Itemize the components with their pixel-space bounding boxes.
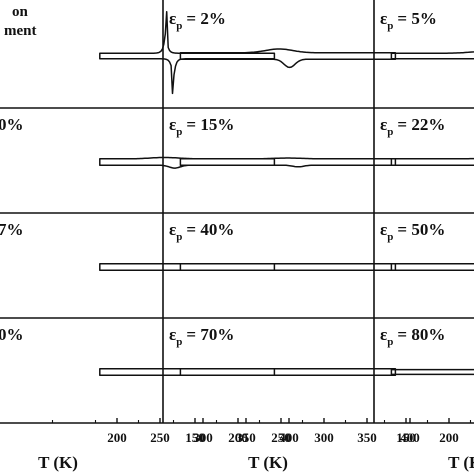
- x-axis-title: T (K): [448, 453, 474, 472]
- panel-label: 0%: [0, 115, 24, 134]
- panel-label: 7%: [0, 220, 24, 239]
- x-tick-label: 350: [236, 430, 256, 445]
- series-loop: [390, 368, 474, 376]
- panel-12: εp = 80%: [380, 325, 474, 376]
- panel-1: on ment: [4, 4, 276, 95]
- x-tick-label: 250: [271, 430, 291, 445]
- x-axis-title: T (K): [248, 453, 288, 472]
- x-tick-label: 200: [107, 430, 127, 445]
- series-loop: [179, 368, 397, 376]
- x-axis-title: T (K): [38, 453, 78, 472]
- panel-label: εp = 15%: [169, 115, 234, 138]
- x-tick-label: 250: [150, 430, 170, 445]
- x-tick-label: 400: [279, 430, 299, 445]
- panel-8: εp = 40%: [169, 220, 397, 271]
- panel-label: εp = 5%: [380, 9, 437, 32]
- panel-label-line: ment: [4, 23, 37, 39]
- x-tick-label: 300: [314, 430, 334, 445]
- panel-11: εp = 70%: [169, 325, 397, 376]
- panel-label: εp = 50%: [380, 220, 445, 243]
- panel-label: εp = 40%: [169, 220, 234, 243]
- x-tick-label: 150: [185, 430, 205, 445]
- series-loop: [390, 51, 474, 60]
- panel-label: εp = 70%: [169, 325, 234, 348]
- panel-label: εp = 2%: [169, 9, 226, 32]
- panel-label: εp = 80%: [380, 325, 445, 348]
- panel-3: εp = 5%: [380, 9, 474, 60]
- panel-5: εp = 15%: [169, 115, 397, 168]
- x-tick-label: 350: [357, 430, 377, 445]
- x-tick-label: 400: [400, 430, 420, 445]
- panel-label-line: on: [12, 4, 29, 20]
- x-tick-label: 150: [396, 430, 416, 445]
- panel-9: εp = 50%: [380, 220, 474, 271]
- series-loop: [179, 157, 397, 168]
- series-loop: [390, 263, 474, 271]
- x-tick-label: 200: [228, 430, 248, 445]
- series-loop: [390, 157, 474, 166]
- panel-2: εp = 2%: [169, 9, 397, 69]
- panel-label: 0%: [0, 325, 24, 344]
- series-loop: [179, 263, 397, 271]
- series-loop: [99, 368, 276, 376]
- series-loop: [99, 263, 276, 271]
- panel-6: εp = 22%: [380, 115, 474, 166]
- x-tick-label: 200: [439, 430, 459, 445]
- panel-label: εp = 22%: [380, 115, 445, 138]
- x-tick-label: 300: [193, 430, 213, 445]
